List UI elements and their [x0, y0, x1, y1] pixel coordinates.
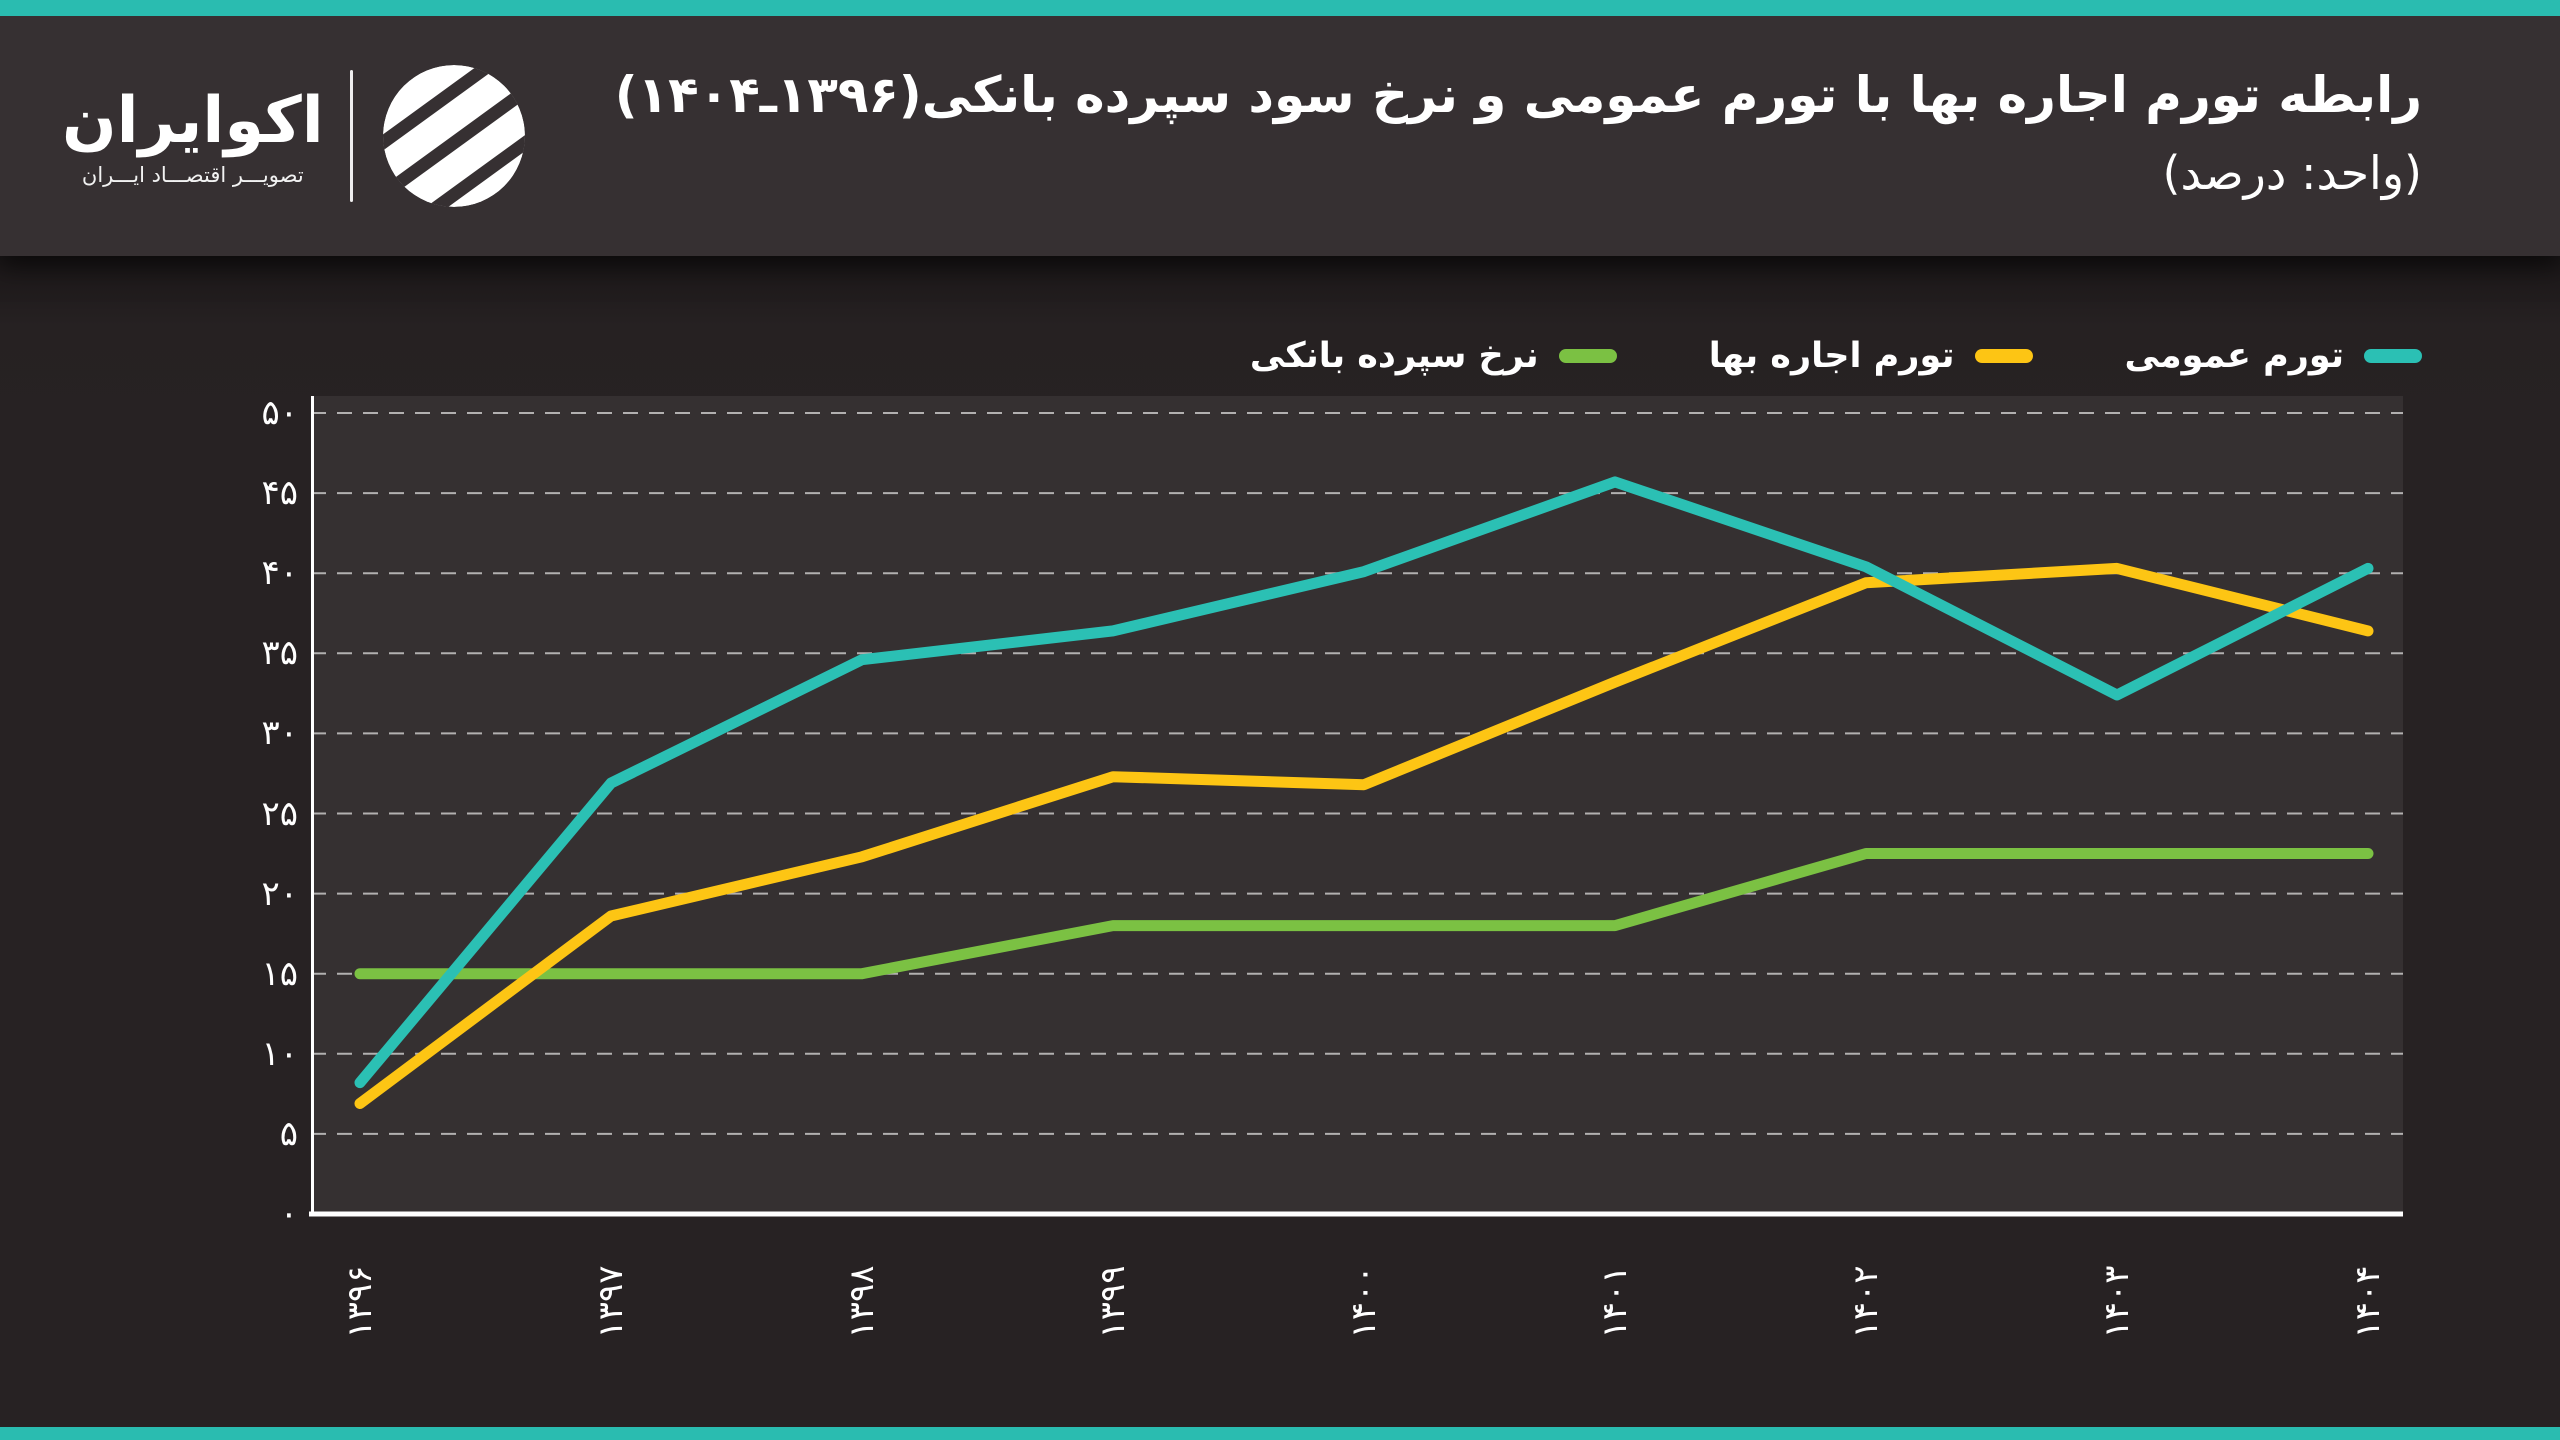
page-title: رابطه تورم اجاره بها با تورم عمومی و نرخ…	[614, 66, 2422, 124]
legend: تورم عمومی تورم اجاره بها نرخ سپرده بانک…	[1250, 336, 2422, 376]
legend-item-general-inflation: تورم عمومی	[2125, 336, 2422, 376]
accent-strip-top	[0, 0, 2560, 16]
brand-logo: اکوایران تصویـــر اقتصـــاد ایـــران	[62, 56, 529, 216]
series-line-rent_inflation	[354, 562, 2374, 1109]
plot-panel	[311, 396, 2403, 1216]
legend-label: تورم عمومی	[2124, 336, 2344, 376]
brand-text: اکوایران تصویـــر اقتصـــاد ایـــران	[62, 85, 324, 187]
brand-divider	[349, 70, 353, 202]
legend-item-deposit-rate: نرخ سپرده بانکی	[1250, 336, 1617, 376]
brand-mark-icon	[382, 65, 525, 207]
brand-name: اکوایران	[62, 84, 324, 159]
legend-swatch-deposit-rate-icon	[1558, 349, 1617, 363]
header: اکوایران تصویـــر اقتصـــاد ایـــران راب…	[0, 16, 2560, 256]
legend-swatch-rent-inflation-icon	[1974, 349, 2033, 363]
series-line-deposit_rate	[354, 848, 2374, 980]
legend-label: نرخ سپرده بانکی	[1249, 336, 1539, 376]
legend-label: تورم اجاره بها	[1708, 336, 1955, 376]
page-subtitle: (واحد: درصد)	[2162, 146, 2423, 200]
title-block: رابطه تورم اجاره بها با تورم عمومی و نرخ…	[615, 66, 2422, 200]
legend-swatch-general-inflation-icon	[2364, 349, 2422, 363]
accent-strip-bottom	[0, 1427, 2560, 1440]
brand-tagline: تصویـــر اقتصـــاد ایـــران	[81, 162, 304, 187]
series-line-general_inflation	[354, 476, 2374, 1089]
legend-item-rent-inflation: تورم اجاره بها	[1709, 336, 2033, 376]
